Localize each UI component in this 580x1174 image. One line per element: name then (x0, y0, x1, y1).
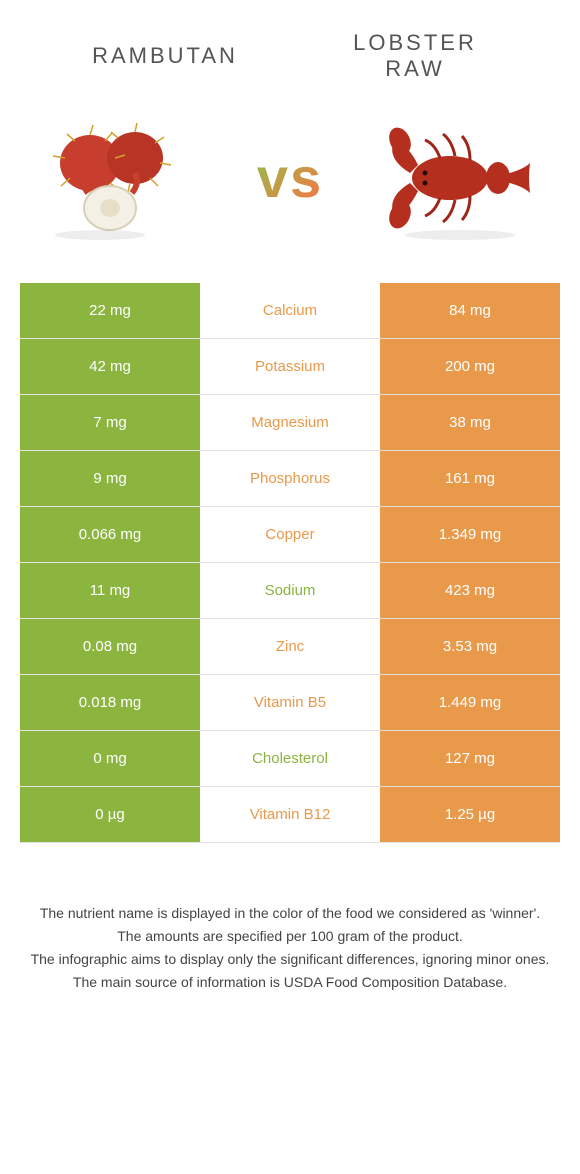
footer-line-3: The infographic aims to display only the… (30, 949, 550, 970)
rambutan-icon (53, 123, 171, 240)
left-value: 0.018 mg (20, 675, 200, 730)
nutrient-label: Calcium (200, 283, 380, 338)
left-value: 22 mg (20, 283, 200, 338)
right-food-title-line2: raw (385, 56, 445, 81)
left-value: 0.08 mg (20, 619, 200, 674)
right-value: 1.25 µg (380, 787, 560, 842)
nutrient-label: Phosphorus (200, 451, 380, 506)
footer-line-1: The nutrient name is displayed in the co… (30, 903, 550, 924)
nutrient-row: 0.08 mgZinc3.53 mg (20, 619, 560, 675)
right-value: 127 mg (380, 731, 560, 786)
footer-notes: The nutrient name is displayed in the co… (0, 843, 580, 993)
right-food-title: Lobster raw (290, 30, 540, 83)
right-value: 161 mg (380, 451, 560, 506)
header: Rambutan Lobster raw (0, 0, 580, 93)
lobster-icon (385, 124, 530, 240)
right-value: 84 mg (380, 283, 560, 338)
left-value: 9 mg (20, 451, 200, 506)
nutrient-row: 11 mgSodium423 mg (20, 563, 560, 619)
nutrient-row: 0 µgVitamin B121.25 µg (20, 787, 560, 843)
nutrient-row: 0 mgCholesterol127 mg (20, 731, 560, 787)
nutrient-label: Zinc (200, 619, 380, 674)
nutrient-label: Magnesium (200, 395, 380, 450)
left-value: 0 mg (20, 731, 200, 786)
left-food-title: Rambutan (40, 43, 290, 69)
left-value: 0.066 mg (20, 507, 200, 562)
left-value: 0 µg (20, 787, 200, 842)
nutrient-label: Copper (200, 507, 380, 562)
nutrient-row: 22 mgCalcium84 mg (20, 283, 560, 339)
nutrient-row: 9 mgPhosphorus161 mg (20, 451, 560, 507)
right-food-title-line1: Lobster (353, 30, 477, 55)
footer-line-4: The main source of information is USDA F… (30, 972, 550, 993)
left-value: 11 mg (20, 563, 200, 618)
right-value: 3.53 mg (380, 619, 560, 674)
nutrient-label: Sodium (200, 563, 380, 618)
nutrient-table: 22 mgCalcium84 mg42 mgPotassium200 mg7 m… (20, 283, 560, 843)
nutrient-row: 7 mgMagnesium38 mg (20, 395, 560, 451)
right-value: 1.349 mg (380, 507, 560, 562)
nutrient-row: 0.018 mgVitamin B51.449 mg (20, 675, 560, 731)
right-value: 423 mg (380, 563, 560, 618)
images-row: vs (0, 93, 580, 283)
nutrient-label: Potassium (200, 339, 380, 394)
nutrient-label: Vitamin B12 (200, 787, 380, 842)
right-value: 38 mg (380, 395, 560, 450)
left-value: 7 mg (20, 395, 200, 450)
lobster-image (380, 113, 540, 243)
left-value: 42 mg (20, 339, 200, 394)
right-value: 200 mg (380, 339, 560, 394)
nutrient-label: Cholesterol (200, 731, 380, 786)
nutrient-row: 42 mgPotassium200 mg (20, 339, 560, 395)
nutrient-label: Vitamin B5 (200, 675, 380, 730)
right-value: 1.449 mg (380, 675, 560, 730)
rambutan-image (40, 113, 200, 243)
nutrient-row: 0.066 mgCopper1.349 mg (20, 507, 560, 563)
vs-label: vs (257, 145, 323, 210)
footer-line-2: The amounts are specified per 100 gram o… (30, 926, 550, 947)
